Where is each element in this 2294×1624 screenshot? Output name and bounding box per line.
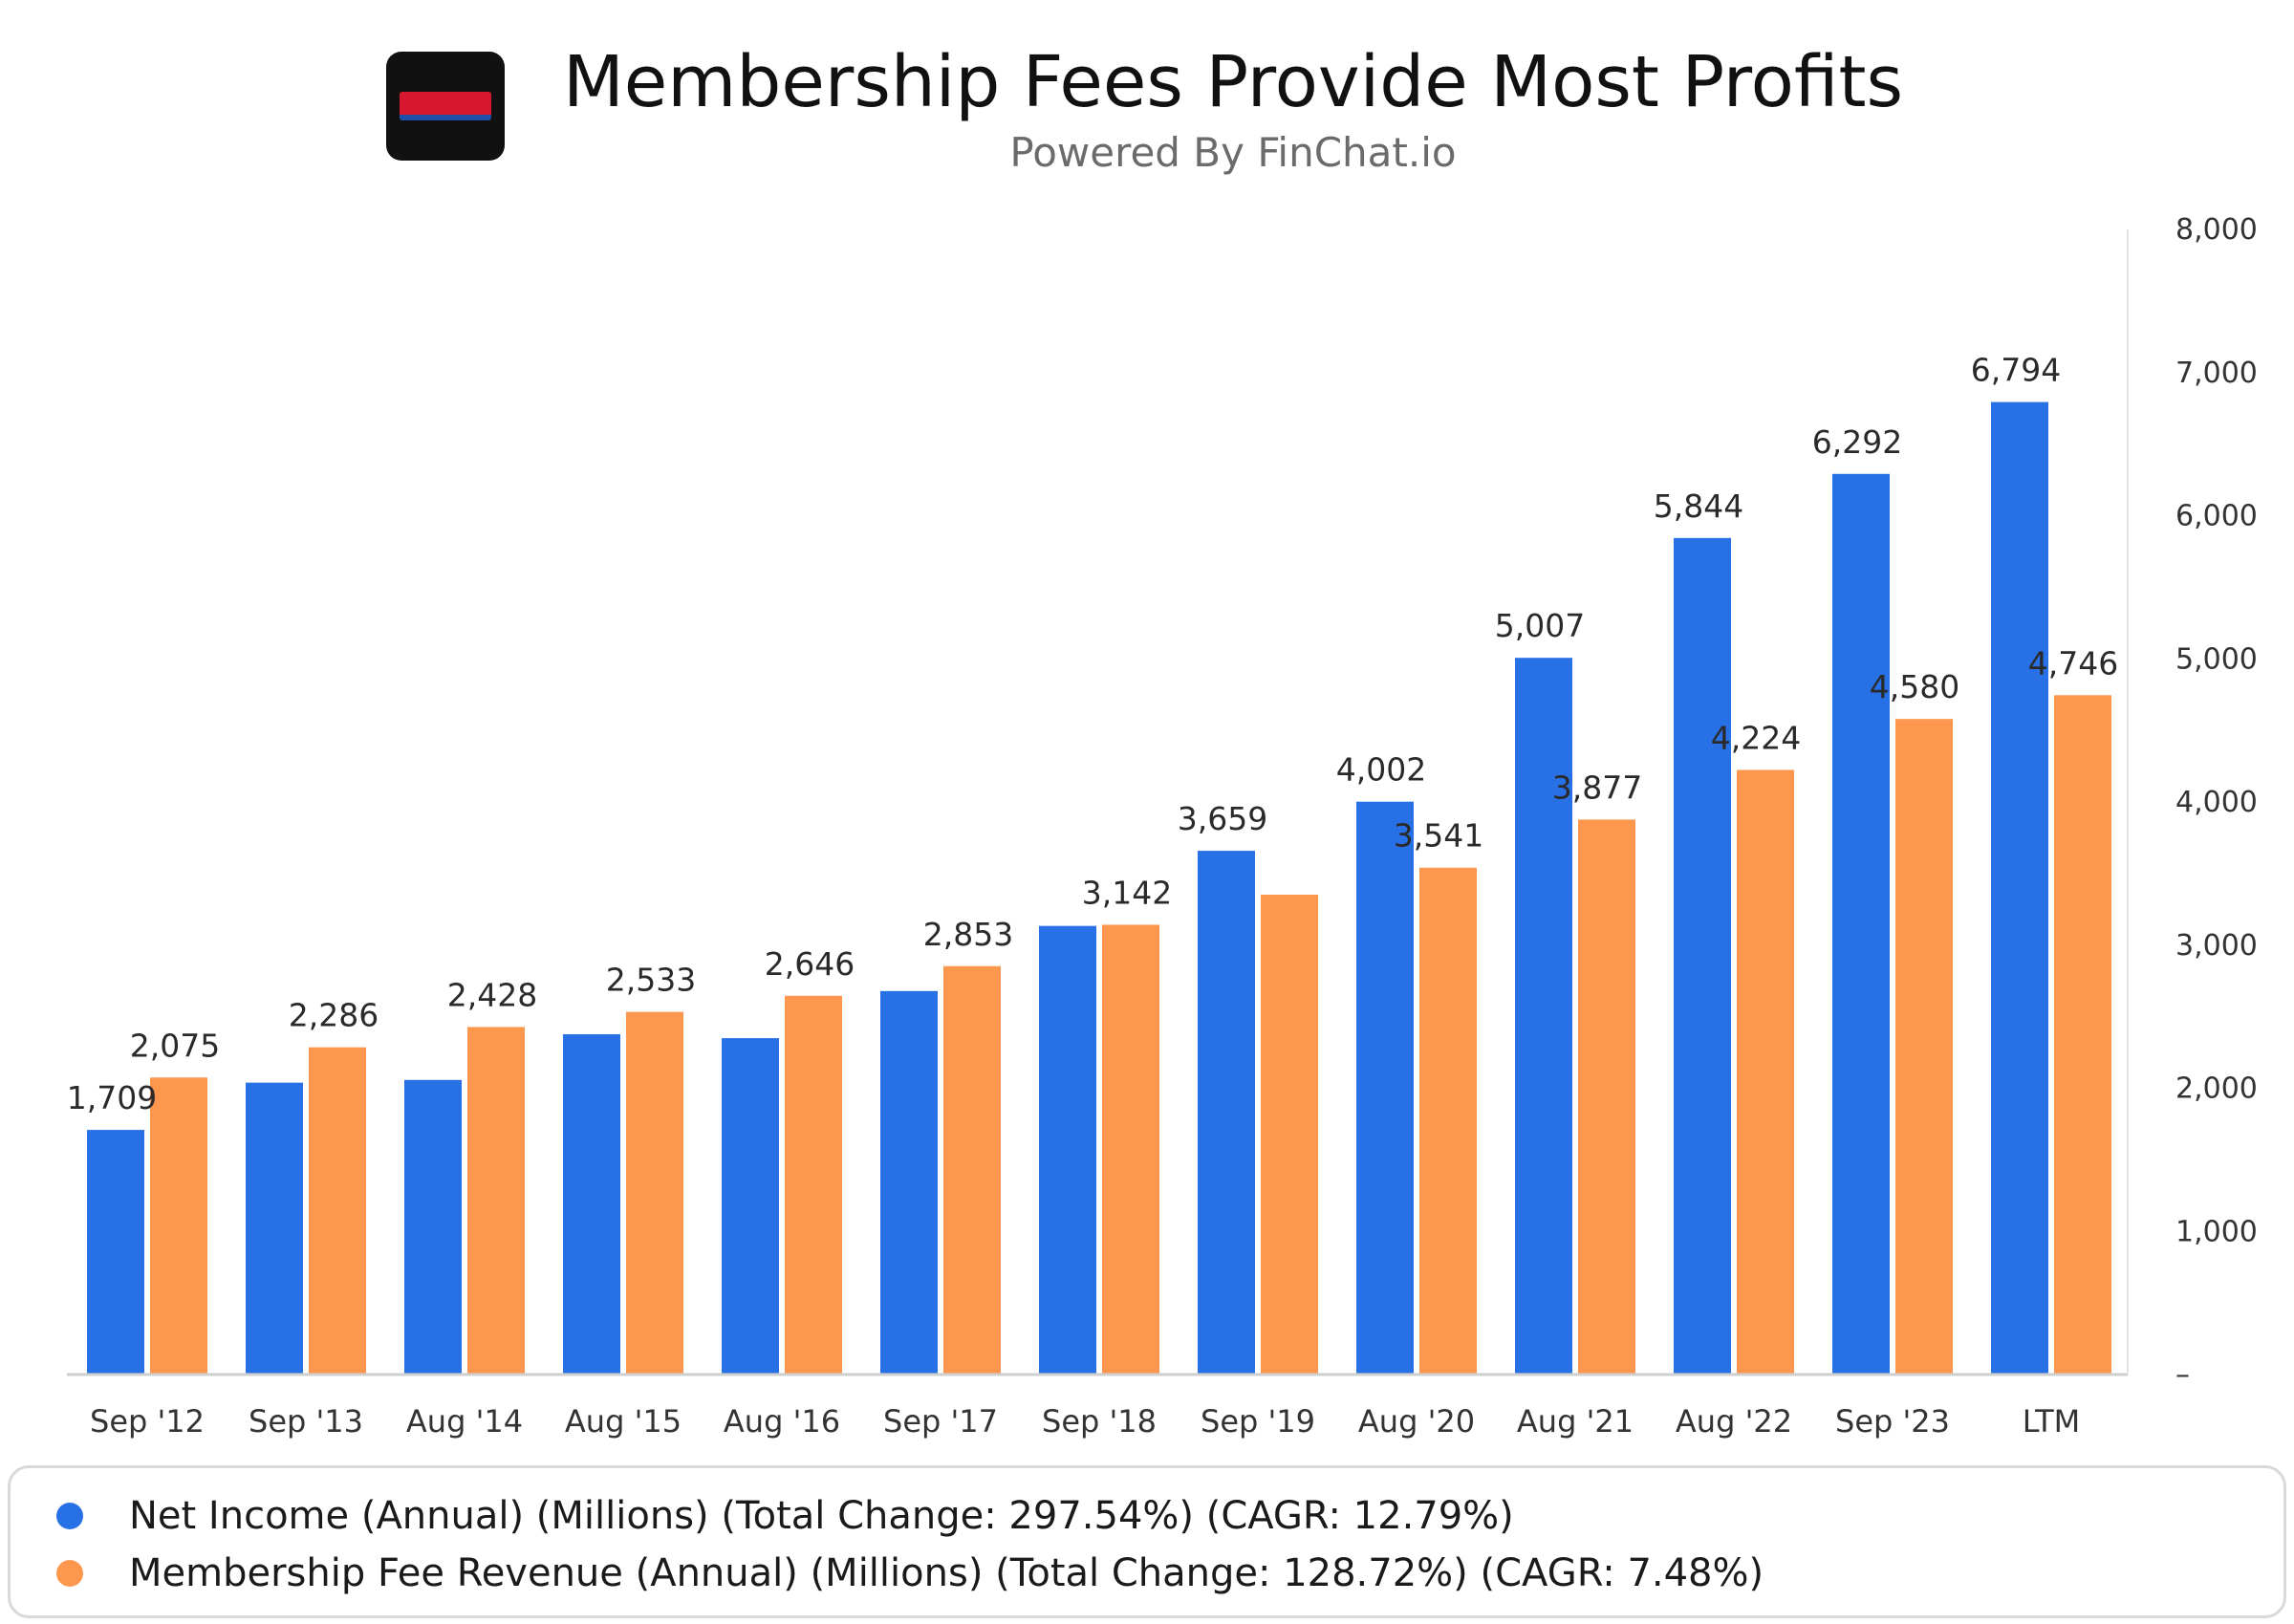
x-tick-label: Sep '13 [249, 1403, 363, 1440]
data-label: 4,224 [1711, 719, 1801, 756]
bar-membership-fee [626, 1011, 683, 1375]
data-label: 2,075 [130, 1027, 220, 1064]
data-label: 1,709 [67, 1079, 157, 1116]
data-label: 4,002 [1336, 751, 1426, 789]
data-label: 2,853 [923, 916, 1013, 953]
legend-item-membership-fee: Membership Fee Revenue (Annual) (Million… [56, 1545, 1764, 1602]
x-tick-label: LTM [2023, 1403, 2081, 1440]
x-tick-label: Sep '23 [1835, 1403, 1950, 1440]
costco-logo [386, 52, 505, 161]
y-tick-label: 7,000 [2175, 357, 2258, 390]
y-axis: – 1,000 2,000 3,000 4,000 5,000 6,000 7,000 8,00… [2127, 213, 2258, 1392]
bar-membership-fee [1578, 819, 1635, 1375]
x-tick-label: Sep '12 [90, 1403, 205, 1440]
bar-membership-fee [1261, 895, 1318, 1375]
bar-membership-fee [1737, 769, 1794, 1375]
data-label: 5,007 [1495, 607, 1585, 644]
bar-net-income [246, 1082, 303, 1375]
x-axis: Sep '12 Sep '13 Aug '14 Aug '15 Aug '16 Sep '… [67, 1373, 2128, 1440]
bar-net-income [1039, 925, 1096, 1375]
bar-chart: 1,709 3,659 4,002 5,007 5,844 6,292 6,794 2,075… [67, 213, 2258, 1440]
data-label: 2,646 [765, 945, 855, 983]
data-label: 3,877 [1552, 769, 1642, 806]
legend-dot-icon [56, 1560, 83, 1587]
bar-membership-fee [309, 1047, 366, 1375]
y-tick-label: 8,000 [2175, 213, 2258, 247]
data-labels-group: 1,709 3,659 4,002 5,007 5,844 6,292 6,794 2,075… [67, 352, 2118, 1116]
x-tick-label: Aug '16 [724, 1403, 840, 1440]
x-tick-label: Aug '20 [1358, 1403, 1475, 1440]
bar-net-income [87, 1130, 144, 1375]
bar-net-income [1198, 851, 1255, 1375]
y-tick-label: 1,000 [2175, 1215, 2258, 1248]
bar-net-income [404, 1079, 462, 1375]
costco-logo-icon [400, 92, 491, 120]
data-label: 5,844 [1654, 487, 1743, 525]
bar-membership-fee [2054, 695, 2111, 1375]
y-tick-label: 6,000 [2175, 500, 2258, 533]
bar-net-income [1991, 401, 2048, 1375]
legend-item-net-income: Net Income (Annual) (Millions) (Total Ch… [56, 1487, 1514, 1545]
bars-group [87, 401, 2111, 1375]
legend: Net Income (Annual) (Millions) (Total Ch… [8, 1465, 2286, 1618]
x-tick-label: Aug '21 [1517, 1403, 1634, 1440]
legend-label: Net Income (Annual) (Millions) (Total Ch… [129, 1494, 1514, 1538]
bar-membership-fee [1895, 719, 1953, 1375]
chart-subtitle: Powered By FinChat.io [1009, 129, 1457, 176]
bar-membership-fee [150, 1077, 207, 1375]
y-tick-label: 2,000 [2175, 1072, 2258, 1106]
bar-membership-fee [943, 965, 1001, 1375]
bar-membership-fee [467, 1027, 525, 1375]
x-tick-label: Sep '17 [883, 1403, 998, 1440]
legend-label: Membership Fee Revenue (Annual) (Million… [129, 1551, 1764, 1595]
bar-net-income [722, 1038, 779, 1375]
data-label: 6,292 [1812, 423, 1902, 461]
chart-title: Membership Fees Provide Most Profits [562, 41, 1904, 123]
bar-membership-fee [1419, 867, 1477, 1375]
x-tick-label: Sep '18 [1042, 1403, 1157, 1440]
x-tick-label: Aug '22 [1676, 1403, 1792, 1440]
y-tick-label: 3,000 [2175, 929, 2258, 963]
data-label: 3,541 [1394, 817, 1483, 855]
data-label: 3,142 [1082, 874, 1172, 911]
x-tick-label: Aug '15 [565, 1403, 682, 1440]
bar-membership-fee [785, 995, 842, 1375]
bar-net-income [1674, 537, 1731, 1375]
data-label: 2,286 [289, 997, 379, 1034]
bar-membership-fee [1102, 924, 1159, 1375]
bar-net-income [563, 1034, 620, 1375]
y-tick-label: 4,000 [2175, 786, 2258, 819]
data-label: 6,794 [1971, 352, 2061, 389]
data-label: 3,659 [1178, 800, 1267, 837]
legend-dot-icon [56, 1503, 83, 1529]
data-label: 4,746 [2028, 644, 2118, 682]
x-tick-label: Aug '14 [406, 1403, 523, 1440]
bar-net-income [1832, 473, 1890, 1375]
y-tick-label: – [2175, 1358, 2190, 1392]
x-tick-label: Sep '19 [1201, 1403, 1315, 1440]
data-label: 2,428 [447, 976, 537, 1013]
data-label: 4,580 [1870, 668, 1959, 705]
y-tick-label: 5,000 [2175, 642, 2258, 676]
bar-net-income [1515, 658, 1572, 1375]
bar-net-income [1356, 801, 1414, 1375]
data-label: 2,533 [606, 962, 696, 999]
bar-net-income [880, 990, 938, 1375]
